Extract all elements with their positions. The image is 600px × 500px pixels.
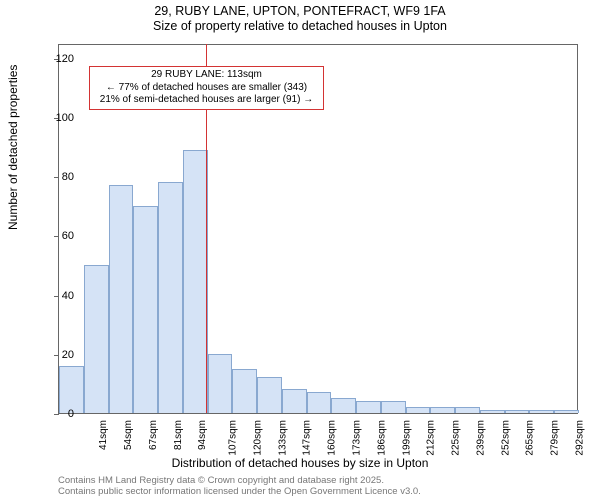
histogram-bar <box>406 407 431 413</box>
x-tick-label: 292sqm <box>574 420 585 456</box>
histogram-bar <box>505 410 530 413</box>
y-tick-label: 80 <box>44 171 74 183</box>
x-tick-label: 133sqm <box>277 420 288 456</box>
x-tick-label: 81sqm <box>173 420 184 450</box>
x-tick-label: 94sqm <box>197 420 208 450</box>
histogram-bar <box>356 401 381 413</box>
x-tick-label: 225sqm <box>451 420 462 456</box>
y-tick-label: 20 <box>44 349 74 361</box>
y-tick-label: 60 <box>44 230 74 242</box>
histogram-bar <box>307 392 332 413</box>
histogram-bar <box>133 206 158 413</box>
histogram-bar <box>331 398 356 413</box>
x-tick-label: 120sqm <box>253 420 264 456</box>
y-tick-label: 40 <box>44 290 74 302</box>
chart-title: 29, RUBY LANE, UPTON, PONTEFRACT, WF9 1F… <box>0 0 600 34</box>
x-tick-label: 67sqm <box>148 420 159 450</box>
y-tick-label: 0 <box>44 408 74 420</box>
title-line2: Size of property relative to detached ho… <box>0 19 600 34</box>
x-tick-label: 239sqm <box>475 420 486 456</box>
x-tick-label: 54sqm <box>123 420 134 450</box>
x-tick-label: 265sqm <box>525 420 536 456</box>
histogram-bar <box>381 401 406 413</box>
chart-plot-area: 29 RUBY LANE: 113sqm← 77% of detached ho… <box>58 44 578 414</box>
histogram-bar <box>455 407 480 413</box>
callout-line: 29 RUBY LANE: 113sqm <box>94 69 319 82</box>
x-tick-label: 199sqm <box>401 420 412 456</box>
histogram-bar <box>529 410 554 413</box>
title-line1: 29, RUBY LANE, UPTON, PONTEFRACT, WF9 1F… <box>0 4 600 19</box>
histogram-bar <box>480 410 505 413</box>
footer-line2: Contains public sector information licen… <box>58 487 421 498</box>
histogram-bar <box>84 265 109 413</box>
histogram-bar <box>158 182 183 413</box>
y-axis-label: Number of detached properties <box>6 65 20 230</box>
y-tick-label: 100 <box>44 112 74 124</box>
x-tick-label: 279sqm <box>550 420 561 456</box>
histogram-bar <box>109 185 134 413</box>
footer-attribution: Contains HM Land Registry data © Crown c… <box>58 476 421 498</box>
histogram-bar <box>208 354 233 413</box>
x-tick-label: 212sqm <box>426 420 437 456</box>
x-tick-label: 252sqm <box>500 420 511 456</box>
x-tick-label: 107sqm <box>228 420 239 456</box>
x-tick-label: 41sqm <box>98 420 109 450</box>
histogram-bar <box>183 150 208 413</box>
x-axis-label: Distribution of detached houses by size … <box>0 456 600 470</box>
histogram-bar <box>59 366 84 413</box>
y-tick-label: 120 <box>44 53 74 65</box>
x-tick-label: 147sqm <box>302 420 313 456</box>
callout-line: ← 77% of detached houses are smaller (34… <box>94 82 319 95</box>
histogram-bar <box>430 407 455 413</box>
callout-line: 21% of semi-detached houses are larger (… <box>94 94 319 107</box>
histogram-bar <box>232 369 257 413</box>
x-tick-label: 160sqm <box>327 420 338 456</box>
histogram-bar <box>282 389 307 413</box>
marker-callout: 29 RUBY LANE: 113sqm← 77% of detached ho… <box>89 66 324 110</box>
x-tick-label: 186sqm <box>376 420 387 456</box>
histogram-bar <box>257 377 282 413</box>
x-tick-label: 173sqm <box>352 420 363 456</box>
histogram-bar <box>554 410 579 413</box>
